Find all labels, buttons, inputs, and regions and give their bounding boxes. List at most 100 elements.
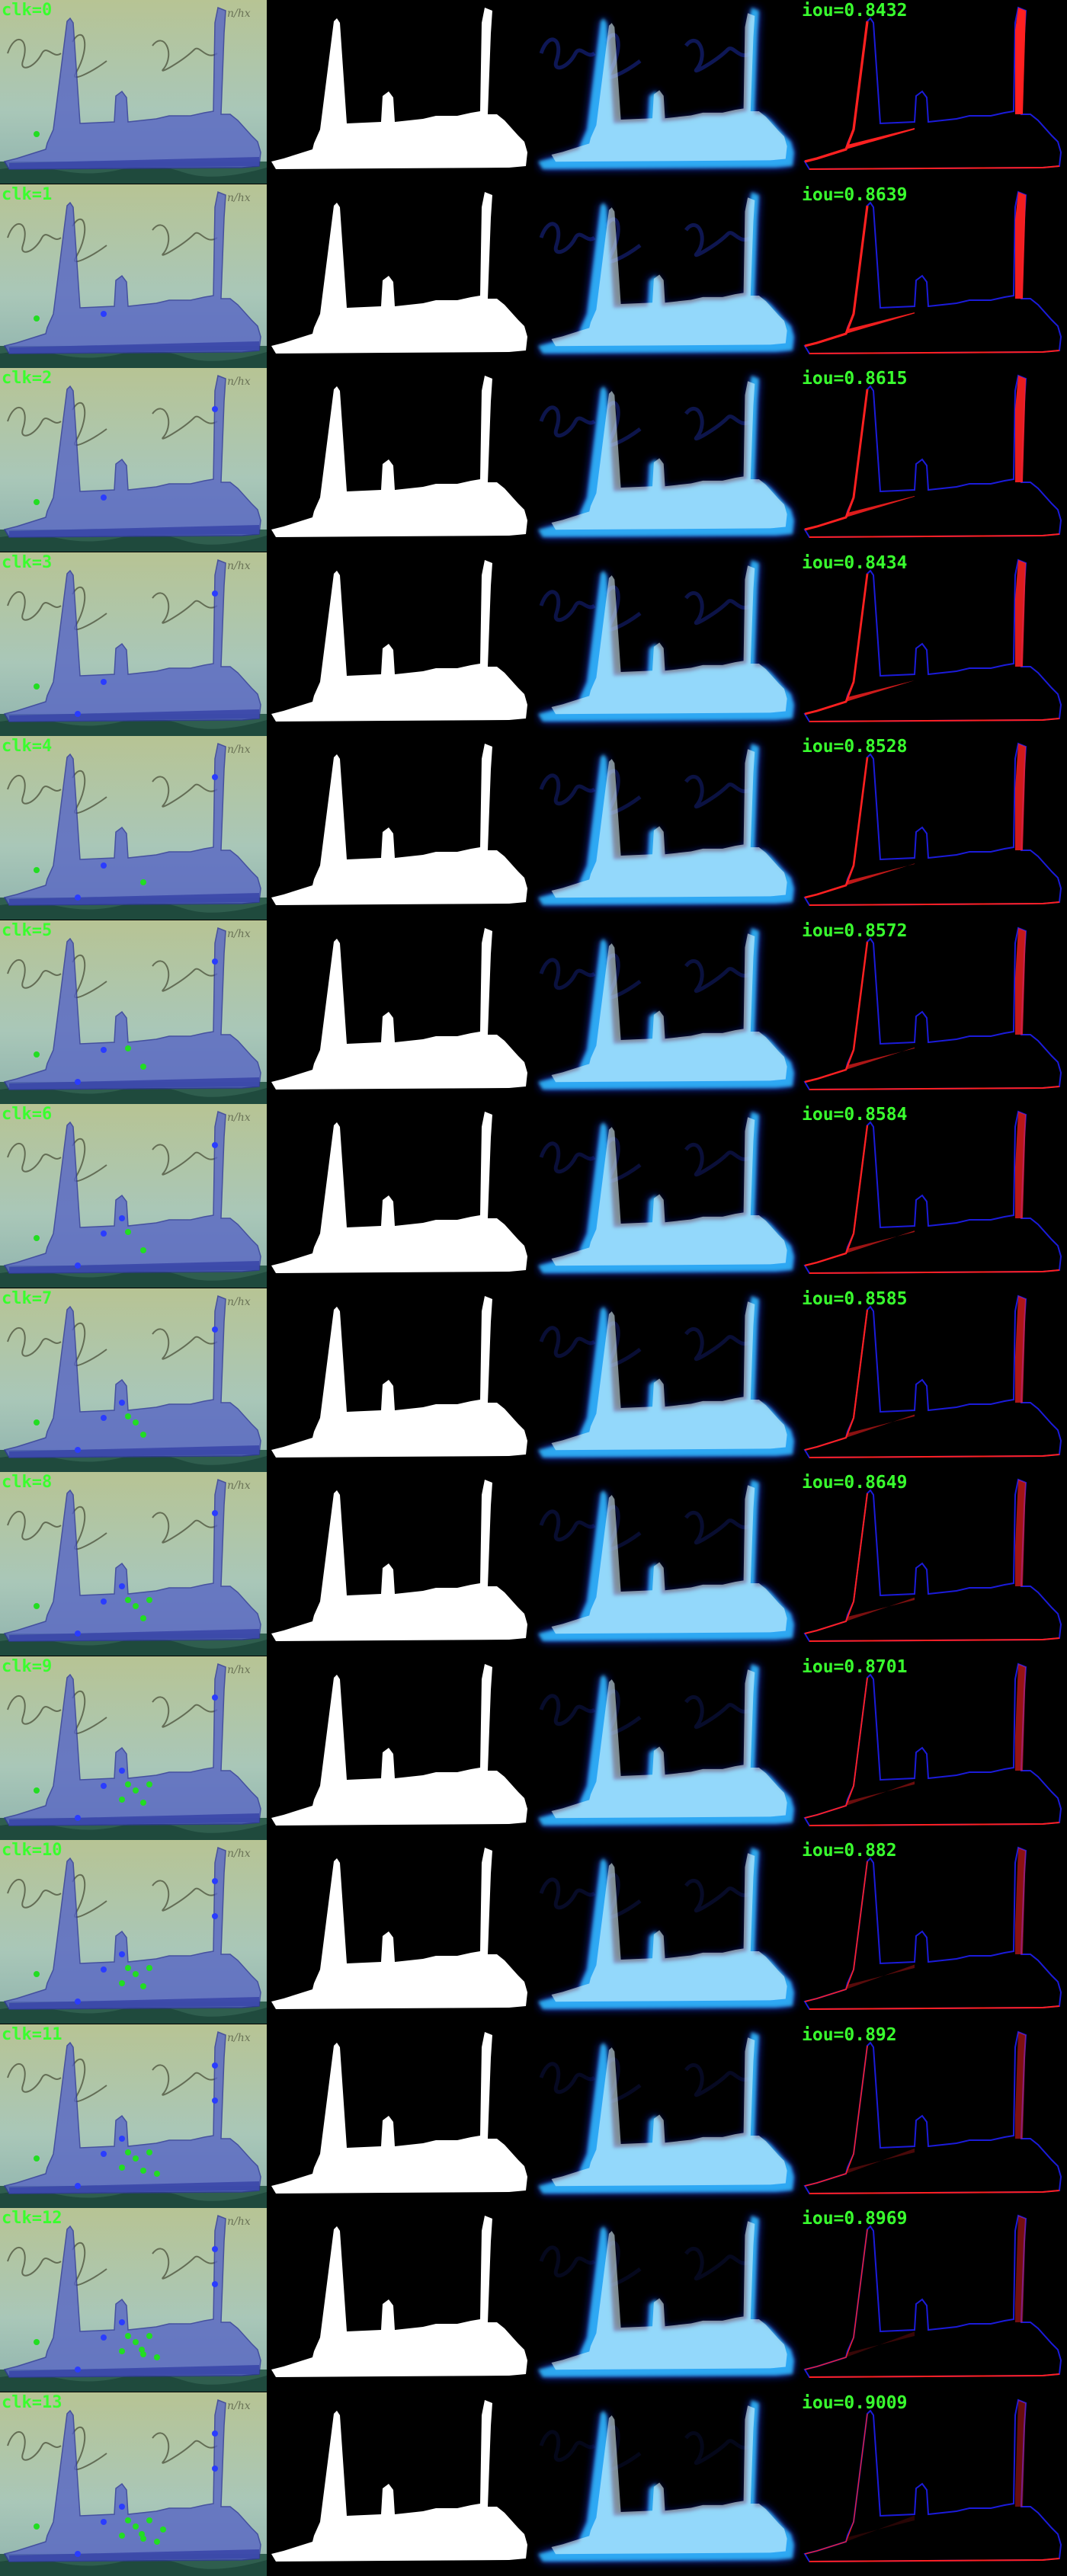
error-outline <box>803 1294 1062 1458</box>
gt-mask-shape <box>271 1663 527 1826</box>
probability-map-panel <box>534 1656 800 1840</box>
boat-silhouette <box>3 1662 261 1826</box>
error-outline <box>803 190 1062 354</box>
probability-map-panel <box>534 184 800 368</box>
probability-map-panel <box>534 1472 800 1656</box>
negative-click-marker <box>75 1262 81 1269</box>
probability-core <box>551 1117 787 1266</box>
boat-silhouette <box>3 2214 261 2378</box>
positive-click-marker <box>160 2526 166 2533</box>
positive-click-marker <box>34 499 40 505</box>
negative-click-marker <box>212 1142 218 1148</box>
positive-click-marker <box>34 131 40 137</box>
negative-click-marker <box>119 2503 125 2510</box>
positive-click-marker <box>133 1971 139 1977</box>
iteration-row: n/hx clk=13 iou=0.9009 <box>0 2392 1067 2576</box>
negative-click-marker <box>119 2135 125 2142</box>
probability-map-panel <box>534 736 800 920</box>
positive-click-marker <box>133 2523 139 2530</box>
iou-score-label: iou=0.8572 <box>802 920 908 941</box>
positive-click-marker <box>119 1796 125 1803</box>
negative-click-marker <box>212 958 218 965</box>
gt-mask-shape <box>271 2216 527 2377</box>
boat-silhouette <box>3 742 261 906</box>
error-outline <box>803 6 1062 171</box>
negative-click-marker <box>75 1630 81 1637</box>
probability-core <box>551 2221 787 2370</box>
ground-truth-mask-panel <box>267 1840 534 2024</box>
input-photo-panel: n/hx clk=6 <box>0 1104 267 1288</box>
probability-map-panel <box>534 2392 800 2576</box>
iou-score-label: iou=0.8649 <box>802 1473 908 1493</box>
probability-core <box>551 197 787 346</box>
ground-truth-mask-panel <box>267 1656 534 1840</box>
iteration-row: n/hx clk=5 iou=0.8572 <box>0 920 1067 1104</box>
positive-click-marker <box>34 1235 40 1241</box>
probability-core <box>551 749 787 898</box>
input-photo-panel: n/hx clk=7 <box>0 1288 267 1472</box>
ground-truth-mask-panel <box>267 2024 534 2208</box>
iteration-row: n/hx clk=12 iou=0.8969 <box>0 2208 1067 2392</box>
positive-click-marker <box>133 1787 139 1794</box>
error-map-panel: iou=0.8639 <box>800 184 1067 368</box>
negative-click-marker <box>212 774 218 780</box>
positive-click-marker <box>154 2354 160 2360</box>
error-map-panel: iou=0.8584 <box>800 1104 1067 1288</box>
svg-text:n/hx: n/hx <box>227 1664 251 1676</box>
negative-click-marker <box>212 2097 218 2104</box>
ground-truth-mask-panel <box>267 1472 534 1656</box>
svg-text:n/hx: n/hx <box>227 2400 251 2412</box>
iou-score-label: iou=0.8432 <box>802 1 908 21</box>
svg-text:n/hx: n/hx <box>227 8 251 20</box>
probability-core <box>551 1853 787 2002</box>
boat-silhouette <box>3 1478 261 1642</box>
positive-click-marker <box>119 2348 125 2354</box>
negative-click-marker <box>212 1510 218 1516</box>
negative-click-marker <box>119 1215 125 1221</box>
positive-click-marker <box>34 867 40 873</box>
gt-mask-shape <box>271 1480 527 1641</box>
iteration-row: n/hx clk=6 iou=0.8584 <box>0 1104 1067 1288</box>
ground-truth-mask-panel <box>267 0 534 184</box>
svg-text:n/hx: n/hx <box>227 192 251 204</box>
gt-mask-shape <box>271 1295 527 1458</box>
positive-click-marker <box>34 683 40 690</box>
iou-score-label: iou=0.8701 <box>802 1656 908 1677</box>
input-photo-panel: n/hx clk=8 <box>0 1472 267 1656</box>
probability-core <box>551 1485 787 1634</box>
click-count-label: clk=1 <box>2 184 53 204</box>
probability-map-panel <box>534 1840 800 2024</box>
error-outline <box>803 2398 1062 2562</box>
negative-click-marker <box>75 1446 81 1453</box>
iou-score-label: iou=0.8584 <box>802 1105 908 1125</box>
probability-map-panel <box>534 0 800 184</box>
negative-click-marker <box>101 1598 107 1605</box>
positive-click-marker <box>140 1615 146 1621</box>
ground-truth-mask-panel <box>267 736 534 920</box>
ground-truth-mask-panel <box>267 1288 534 1472</box>
negative-click-marker <box>119 2319 125 2325</box>
negative-click-marker <box>101 678 107 685</box>
negative-click-marker <box>212 1694 218 1701</box>
iou-score-label: iou=0.8639 <box>802 184 908 205</box>
negative-click-marker <box>119 1399 125 1406</box>
positive-click-marker <box>34 1787 40 1794</box>
svg-text:n/hx: n/hx <box>227 560 251 572</box>
gt-mask-shape <box>271 8 527 169</box>
positive-click-marker <box>125 1229 131 1235</box>
positive-click-marker <box>146 1965 152 1971</box>
error-map-panel: iou=0.8615 <box>800 368 1067 552</box>
click-count-label: clk=2 <box>2 369 53 388</box>
iou-score-label: iou=0.892 <box>802 2024 897 2045</box>
input-photo-panel: n/hx clk=5 <box>0 920 267 1104</box>
positive-click-marker <box>146 1597 152 1603</box>
error-map-panel: iou=0.882 <box>800 1840 1067 2024</box>
positive-click-marker <box>34 1971 40 1977</box>
positive-click-marker <box>146 2517 152 2523</box>
error-map-panel: iou=0.8701 <box>800 1656 1067 1840</box>
svg-text:n/hx: n/hx <box>227 2032 251 2044</box>
positive-click-marker <box>125 2333 131 2339</box>
positive-click-marker <box>154 2170 160 2177</box>
negative-click-marker <box>75 710 81 717</box>
gt-mask-shape <box>271 2399 527 2562</box>
